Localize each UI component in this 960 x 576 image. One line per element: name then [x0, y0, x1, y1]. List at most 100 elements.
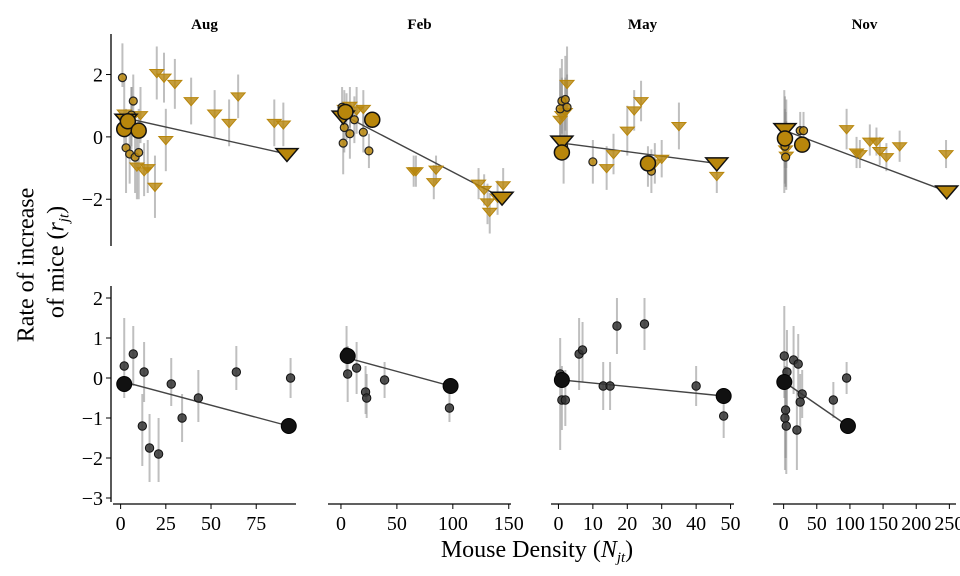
triangle-point — [653, 154, 670, 165]
data-point — [351, 363, 362, 373]
data-point — [795, 397, 805, 407]
triangle-point — [139, 164, 156, 174]
circle-point — [798, 126, 809, 136]
mean-circle — [553, 144, 571, 161]
panel-top-nov: Nov — [772, 17, 960, 201]
data-point — [166, 379, 176, 389]
data-point — [153, 449, 164, 459]
x-tick-label-nov: 0 — [779, 513, 789, 535]
data-point — [797, 389, 807, 399]
triangle-point — [838, 125, 855, 135]
panel-title-feb: Feb — [407, 17, 431, 33]
triangle-point — [851, 150, 868, 160]
mean-point — [839, 418, 856, 434]
panel-title-nov: Nov — [852, 17, 878, 33]
data-point — [691, 381, 701, 391]
data-point — [780, 413, 790, 423]
mean-point — [553, 372, 570, 388]
x-tick-label-feb: 50 — [387, 513, 407, 535]
data-point — [780, 405, 791, 415]
data-point — [144, 443, 155, 453]
panel-bottom-nov: 0 50 100 150 200 250 — [773, 306, 960, 535]
mean-circle — [337, 103, 354, 121]
data-point — [361, 393, 372, 403]
trend-line — [561, 142, 717, 165]
x-tick-label-feb: 150 — [494, 513, 524, 535]
mean-triangle — [274, 147, 300, 163]
circle-point — [117, 73, 128, 83]
x-tick-label-nov: 50 — [807, 513, 827, 535]
triangle-point — [479, 198, 496, 208]
triangle-point — [206, 109, 223, 119]
y-axis-title-line1: Rate of increase — [14, 188, 40, 343]
triangle-point — [605, 150, 622, 160]
data-point — [605, 381, 615, 391]
panel-top-may: May — [549, 17, 730, 193]
mean-triangle — [549, 135, 575, 151]
data-point — [577, 345, 588, 355]
data-point — [119, 361, 129, 371]
mean-point — [715, 388, 732, 404]
mean-circle — [364, 111, 381, 128]
triangle-point — [868, 137, 885, 148]
triangle-point — [166, 79, 183, 90]
y-tick-label-bottom: −3 — [82, 488, 103, 510]
trend-line — [784, 129, 947, 193]
panel-top-feb: Feb — [330, 17, 515, 234]
circle-point — [588, 157, 598, 167]
x-tick-label-may: 40 — [686, 513, 706, 535]
data-point — [828, 395, 839, 405]
circle-point — [128, 96, 138, 106]
mean-triangle — [772, 122, 798, 138]
triangle-point — [128, 162, 145, 172]
triangle-point — [407, 167, 424, 177]
triangle-point — [230, 92, 247, 102]
panel-bottom-may: 0 10 20 30 40 50 — [551, 298, 741, 535]
triangle-point — [221, 118, 238, 129]
mean-point — [776, 374, 793, 390]
x-tick-label-nov: 200 — [901, 513, 931, 535]
triangle-point — [355, 104, 372, 115]
circle-point — [349, 115, 359, 125]
y-tick-label-top: 0 — [93, 127, 103, 149]
panel-bottom-aug: −3 −2 −1 0 1 2 0 25 50 75 — [82, 286, 297, 535]
x-tick-label-may: 30 — [652, 513, 672, 535]
x-tick-label-feb: 100 — [438, 513, 468, 535]
x-tick-label-may: 50 — [721, 513, 741, 535]
circle-point — [560, 94, 570, 105]
y-axis-title-line2: of mice (rjt) — [44, 206, 73, 318]
panel-title-may: May — [628, 17, 658, 33]
data-point — [792, 425, 802, 435]
triangle-point — [495, 181, 512, 191]
x-tick-label-aug: 0 — [116, 513, 126, 535]
y-tick-label-bottom: −1 — [82, 408, 103, 430]
mean-point — [280, 418, 297, 434]
x-tick-label-may: 10 — [583, 513, 603, 535]
triangle-point — [470, 179, 487, 190]
x-axis-title-text: Mouse Density — [441, 537, 587, 563]
y-tick-label-bottom: 0 — [93, 368, 103, 390]
triangle-point — [155, 73, 173, 84]
triangle-point — [148, 69, 165, 79]
circle-point — [338, 138, 348, 148]
y-tick-label-bottom: 1 — [93, 328, 103, 350]
data-point — [639, 319, 650, 329]
panel-title-aug: Aug — [191, 17, 218, 33]
triangle-point — [476, 185, 493, 196]
x-tick-label-may: 0 — [553, 513, 563, 535]
data-point — [379, 375, 390, 385]
triangle-point — [183, 97, 200, 107]
data-point — [137, 421, 148, 431]
triangle-point — [157, 136, 174, 146]
circle-point — [134, 147, 144, 158]
data-point — [781, 421, 791, 431]
x-tick-label-aug: 25 — [156, 513, 176, 535]
data-point — [779, 351, 789, 361]
mean-circle — [119, 113, 137, 130]
data-point — [139, 367, 149, 377]
data-point — [285, 373, 296, 383]
y-axis-title: Rate of increase of mice (rjt) — [14, 182, 73, 343]
y-tick-label-top: 2 — [93, 65, 103, 87]
triangle-point — [670, 122, 688, 132]
